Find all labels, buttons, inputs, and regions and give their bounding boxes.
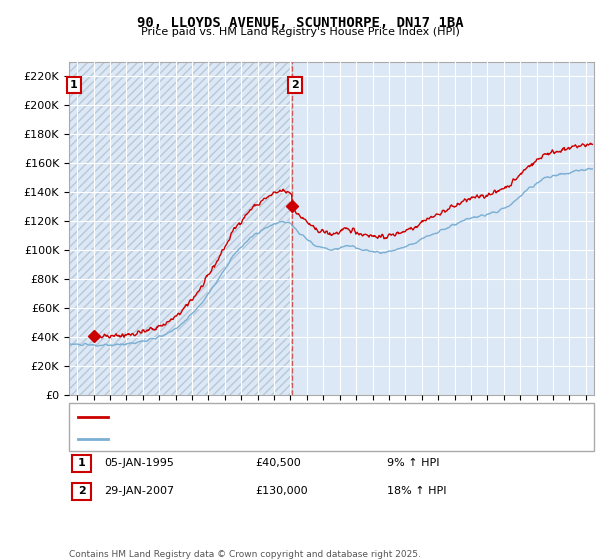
Text: Contains HM Land Registry data © Crown copyright and database right 2025.
This d: Contains HM Land Registry data © Crown c…	[69, 550, 421, 560]
Bar	[69, 62, 292, 395]
Text: 2: 2	[78, 486, 85, 496]
Text: HPI: Average price, semi-detached house, North Lincolnshire: HPI: Average price, semi-detached house,…	[114, 434, 431, 444]
Text: £130,000: £130,000	[255, 486, 308, 496]
Text: 90, LLOYDS AVENUE, SCUNTHORPE, DN17 1BA: 90, LLOYDS AVENUE, SCUNTHORPE, DN17 1BA	[137, 16, 463, 30]
Text: 18% ↑ HPI: 18% ↑ HPI	[387, 486, 446, 496]
Text: 29-JAN-2007: 29-JAN-2007	[104, 486, 174, 496]
Text: 1: 1	[78, 458, 85, 468]
Text: 90, LLOYDS AVENUE, SCUNTHORPE, DN17 1BA (semi-detached house): 90, LLOYDS AVENUE, SCUNTHORPE, DN17 1BA …	[114, 412, 480, 422]
Text: 2: 2	[291, 80, 299, 90]
Bar	[292, 62, 594, 395]
Text: 9% ↑ HPI: 9% ↑ HPI	[387, 458, 439, 468]
Bar	[69, 62, 292, 395]
Text: 1: 1	[70, 80, 78, 90]
Text: Price paid vs. HM Land Registry's House Price Index (HPI): Price paid vs. HM Land Registry's House …	[140, 27, 460, 37]
Text: £40,500: £40,500	[255, 458, 301, 468]
Text: 05-JAN-1995: 05-JAN-1995	[104, 458, 173, 468]
